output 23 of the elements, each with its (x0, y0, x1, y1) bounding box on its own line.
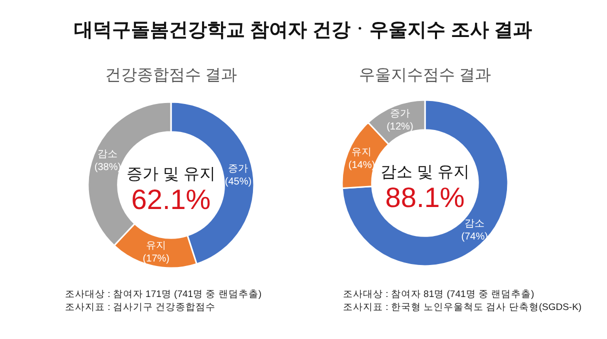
text: 조사지표 : 검사기구 건강종합점수 (65, 302, 216, 313)
slice-label: 유지 (352, 146, 372, 158)
data-label: (12%) (386, 122, 414, 133)
text: 조사지표 : 한국형 노인우울척도 검사 단축형(SGDS-K) (343, 302, 582, 313)
text: 대덕구돌봄건강학교 참여자 건강ㆍ우울지수 조사 결과 (74, 20, 532, 41)
chart-title: 우울지수점수 결과 (358, 67, 492, 84)
data-label: (38%) (94, 162, 122, 173)
data-label: (17%) (142, 253, 170, 264)
data-label: (14%) (348, 160, 376, 171)
donut-slice (341, 99, 509, 267)
text: 조사대상 : 참여자 81명 (741명 중 랜덤추출) (343, 289, 534, 300)
slice-label: 증가 (228, 163, 248, 174)
slice-label: 감소 (464, 218, 485, 230)
text: 감소 및 유지 (380, 164, 470, 181)
slice-label: 증가 (390, 108, 410, 120)
chart-title: 건강종합점수 결과 (104, 67, 238, 84)
slice-label: 유지 (146, 240, 166, 252)
text: 88.1% (385, 182, 465, 213)
text: 조사대상 : 참여자 171명 (741명 중 랜덤추출) (65, 289, 262, 300)
text: 증가 및 유지 (126, 166, 216, 183)
data-label: (45%) (224, 176, 252, 188)
slice-label: 감소 (98, 148, 118, 160)
text: 62.1% (131, 184, 211, 215)
